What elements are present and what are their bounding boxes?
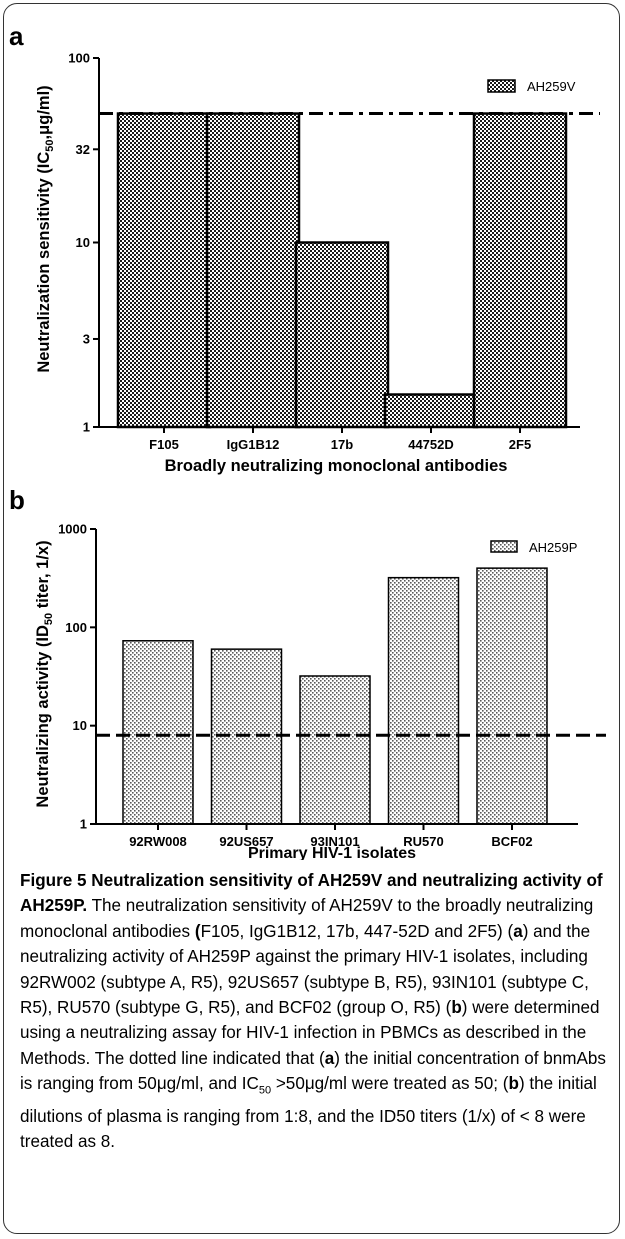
panelB-x-tick-label: 92US657 bbox=[219, 834, 273, 849]
panelB-y-tick-label: 100 bbox=[65, 620, 87, 635]
figure-charts: a 1 3 10 32 100 F105 IgG1B12 17b 44752D 2F5 Neutr… bbox=[9, 21, 606, 860]
panelA-bar bbox=[383, 393, 479, 429]
caption-text: >50μg/ml were treated as 50; ( bbox=[271, 1074, 509, 1094]
caption-subscript: 50 bbox=[258, 1084, 272, 1097]
caption-text: F105, IgG1B12, 17b, 447-52D and 2F5) ( bbox=[200, 921, 514, 941]
panel-b-letter: b bbox=[9, 485, 25, 515]
panel-a-legend: AH259V bbox=[487, 79, 576, 94]
caption-text: ) the initial concentration of bnmAbs is… bbox=[20, 1048, 606, 1094]
panelA-x-tick-label: IgG1B12 bbox=[227, 437, 280, 452]
panelB-bar bbox=[122, 640, 194, 825]
panelA-x-tick-label: F105 bbox=[149, 437, 179, 452]
panelB-y-tick-label: 10 bbox=[73, 718, 87, 733]
panel-b-legend-swatch bbox=[490, 540, 518, 553]
panel-b-bars bbox=[122, 567, 548, 825]
panelB-bar bbox=[299, 675, 371, 825]
panelB-y-tick-label: 1000 bbox=[58, 522, 87, 537]
caption-panel-ref: a bbox=[513, 921, 523, 941]
caption-body: The neutralization sensitivity of AH259V… bbox=[20, 896, 606, 1151]
caption-panel-ref: b bbox=[451, 998, 462, 1018]
panelA-bar bbox=[205, 112, 301, 429]
panel-b-axes: 1 10 100 1000 92RW008 92US657 93IN101 RU570 BCF0… bbox=[58, 522, 606, 849]
caption-panel-ref: ( bbox=[194, 921, 201, 941]
caption-text: The neutralization sensitivity of AH259V… bbox=[20, 896, 594, 941]
panelB-x-tick-label: BCF02 bbox=[491, 834, 532, 849]
panel-a-axes: 1 3 10 32 100 F105 IgG1B12 17b 44752D 2F5 bbox=[68, 51, 600, 452]
panel-a-x-axis-label: Broadly neutralizing monoclonal antibodi… bbox=[165, 457, 508, 475]
panelA-x-tick-label: 17b bbox=[331, 437, 353, 452]
panelA-y-tick-label: 32 bbox=[76, 142, 90, 157]
panelB-y-tick-label: 1 bbox=[80, 817, 87, 832]
panelA-y-tick-label: 1 bbox=[83, 420, 90, 435]
caption-panel-ref: b bbox=[508, 1074, 519, 1094]
panelA-y-tick-label: 10 bbox=[76, 235, 90, 250]
panelA-bar bbox=[294, 241, 390, 429]
panel-a-chart: a 1 3 10 32 100 F105 IgG1B12 17b 44752D 2F5 Neutr… bbox=[9, 21, 600, 475]
panelB-x-tick-label: RU570 bbox=[403, 834, 443, 849]
panelA-bar bbox=[116, 112, 212, 429]
panel-a-legend-swatch bbox=[487, 79, 516, 93]
panel-b-y-axis-label: Neutralizing activity (ID50 titer, 1/x) bbox=[34, 540, 55, 807]
panel-b-x-axis-label: Primary HIV-1 isolates bbox=[248, 845, 416, 860]
panel-b-legend-label: AH259P bbox=[529, 540, 577, 555]
caption-text: ) and the neutralizing activity of AH259… bbox=[20, 921, 591, 1018]
panelB-x-tick-label: 93IN101 bbox=[310, 834, 359, 849]
panel-a-bars bbox=[116, 112, 568, 429]
panelB-bar bbox=[387, 576, 460, 825]
panelA-x-tick-label: 2F5 bbox=[509, 437, 531, 452]
panel-a-legend-label: AH259V bbox=[527, 79, 576, 94]
panel-a-letter: a bbox=[9, 21, 24, 51]
panelA-x-tick-label: 44752D bbox=[408, 437, 454, 452]
caption-text: ) were determined using a neutralizing a… bbox=[20, 998, 600, 1068]
caption-title: Figure 5 Neutralization sensitivity of A… bbox=[20, 871, 603, 916]
panel-b-legend: AH259P bbox=[490, 540, 577, 555]
figure-caption: Figure 5 Neutralization sensitivity of A… bbox=[20, 868, 614, 1155]
panel-b-chart: b 1 10 100 1000 92RW008 92US657 93IN101 RU570 BC… bbox=[9, 485, 606, 860]
caption-text: ) the initial dilutions of plasma is ran… bbox=[20, 1074, 597, 1152]
caption-panel-ref: a bbox=[324, 1048, 335, 1068]
panelB-bar bbox=[476, 567, 548, 825]
panelA-bar bbox=[472, 112, 568, 429]
panelA-y-tick-label: 3 bbox=[83, 331, 90, 346]
panelB-x-tick-label: 92RW008 bbox=[129, 834, 187, 849]
panelA-y-tick-label: 100 bbox=[68, 51, 90, 66]
panel-a-y-axis-label: Neutralization sensitivity (IC50,μg/ml) bbox=[35, 85, 56, 372]
